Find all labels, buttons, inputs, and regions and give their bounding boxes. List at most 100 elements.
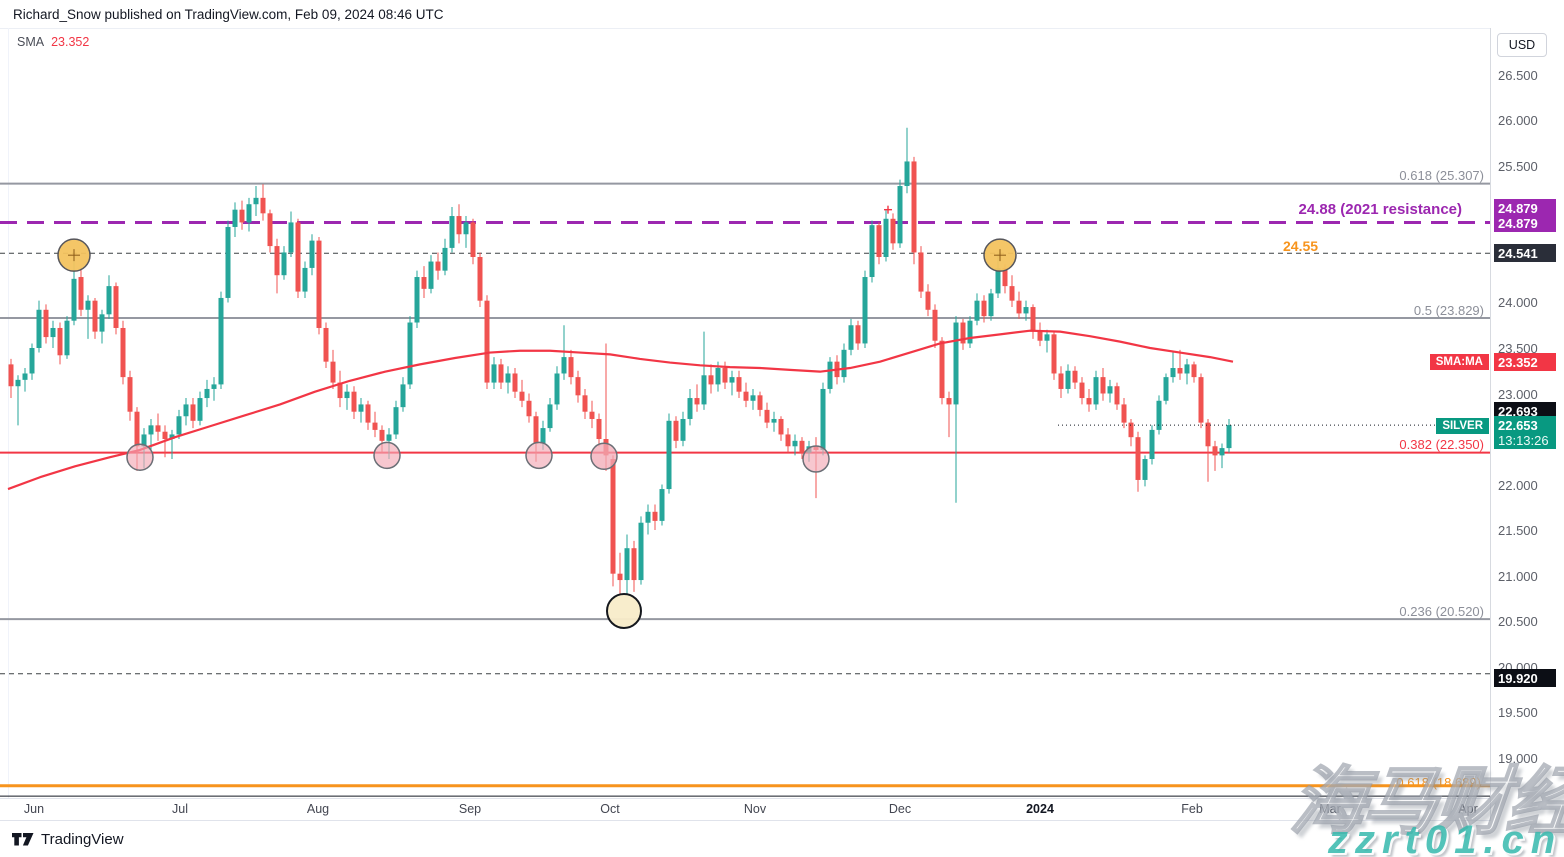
candle-body [92,300,98,332]
candle-body [1212,446,1218,456]
candle-body [155,425,161,432]
time-tick-Jul: Jul [172,802,188,816]
tradingview-logo[interactable]: TradingView [12,831,124,848]
candle-body [64,320,70,356]
candle-body [1149,429,1155,460]
candle-body [575,377,581,396]
fib-label-0236: 0.236 (20.520) [1399,604,1484,619]
candle-body [372,422,378,430]
candle-body [218,297,224,385]
candle-body [106,286,112,315]
candle-body [932,309,938,341]
currency-toggle-button[interactable]: USD [1497,33,1547,57]
candle-body [36,309,42,348]
candle-body [953,322,959,405]
candle-body [99,314,105,332]
candle-body [729,377,735,383]
published-byline: Richard_Snow published on TradingView.co… [13,7,444,22]
time-tick-Jun: Jun [23,802,45,816]
annotation-circle[interactable] [590,442,618,471]
candle-body [582,395,588,412]
candle-body [1107,386,1113,394]
candle-body [442,247,448,271]
price-tick-21.500: 21.500 [1498,523,1538,538]
candle-body [680,418,686,441]
candle-body [365,404,371,423]
candle-body [78,277,84,310]
price-badge-prev-close: 22.693 [1494,402,1556,420]
fib-label-05: 0.5 (23.829) [1413,303,1484,318]
tradingview-logo-icon [12,833,34,846]
candle-body [617,573,623,581]
time-tick-Aug: Aug [306,802,330,816]
candle-body [715,368,721,385]
candle-body [827,361,833,389]
candle-body [848,325,854,350]
tradingview-logo-text: TradingView [41,831,124,848]
candle-body [1002,267,1008,287]
annotation-circle[interactable] [373,441,401,470]
candle-body [666,420,672,490]
price-tick-24.000: 24.000 [1498,295,1538,310]
candle-body [43,309,49,338]
candle-body [421,277,427,289]
indicator-value: 23.352 [51,35,90,49]
candle-body [750,395,756,401]
candle-body [197,398,203,421]
candle-body [1065,370,1071,389]
candle-body [1128,422,1134,438]
candle-body [1009,286,1015,301]
price-tick-26.000: 26.000 [1498,113,1538,128]
time-tick-Nov: Nov [743,802,767,816]
candle-body [890,218,896,244]
price-tick-25.500: 25.500 [1498,159,1538,174]
candle-body [211,384,217,389]
candle-body [316,240,322,328]
candle-body [1205,422,1211,447]
candle-body [687,398,693,419]
candle-body [351,391,357,412]
candle-body [1044,334,1050,341]
candle-body [918,252,924,292]
indicator-legend[interactable]: SMA 23.352 [17,35,89,49]
annotation-circle[interactable] [525,441,553,470]
candle-body [1191,364,1197,378]
candle-body [85,300,91,310]
candle-body [659,489,665,521]
annotation-circle[interactable] [802,445,830,473]
candle-body [463,222,469,235]
sma-line[interactable] [7,329,1234,491]
candle-body [519,391,525,401]
annotation-circle[interactable] [606,592,642,629]
candle-body [29,348,35,374]
candle-body [1072,370,1078,383]
candle-body [897,186,903,244]
candle-body [330,361,336,383]
candle-body [610,459,616,574]
price-badge-1992: 19.920 [1494,669,1556,687]
candle-body [1184,364,1190,374]
candle-body [470,222,476,257]
candle-body [435,261,441,271]
candle-body [596,418,602,439]
candle-body [883,218,889,257]
candle-body [904,161,910,187]
candle-body [1023,307,1029,314]
candle-body [533,416,539,444]
time-tick-2024: 2024 [1026,802,1054,816]
candle-body [974,300,980,321]
annotation-circle[interactable] [126,443,154,471]
time-axis[interactable] [0,798,1490,821]
candle-body [239,209,245,223]
candle-body [1219,448,1225,456]
price-tick-21.000: 21.000 [1498,569,1538,584]
candle-body [995,267,1001,294]
price-tick-26.500: 26.500 [1498,68,1538,83]
candle-body [785,434,791,447]
candle-body [456,216,462,235]
candle-body [1093,377,1099,405]
candle-body [449,216,455,248]
candle-body [176,416,182,435]
candle-body [1100,377,1106,394]
candle-body [946,398,952,405]
